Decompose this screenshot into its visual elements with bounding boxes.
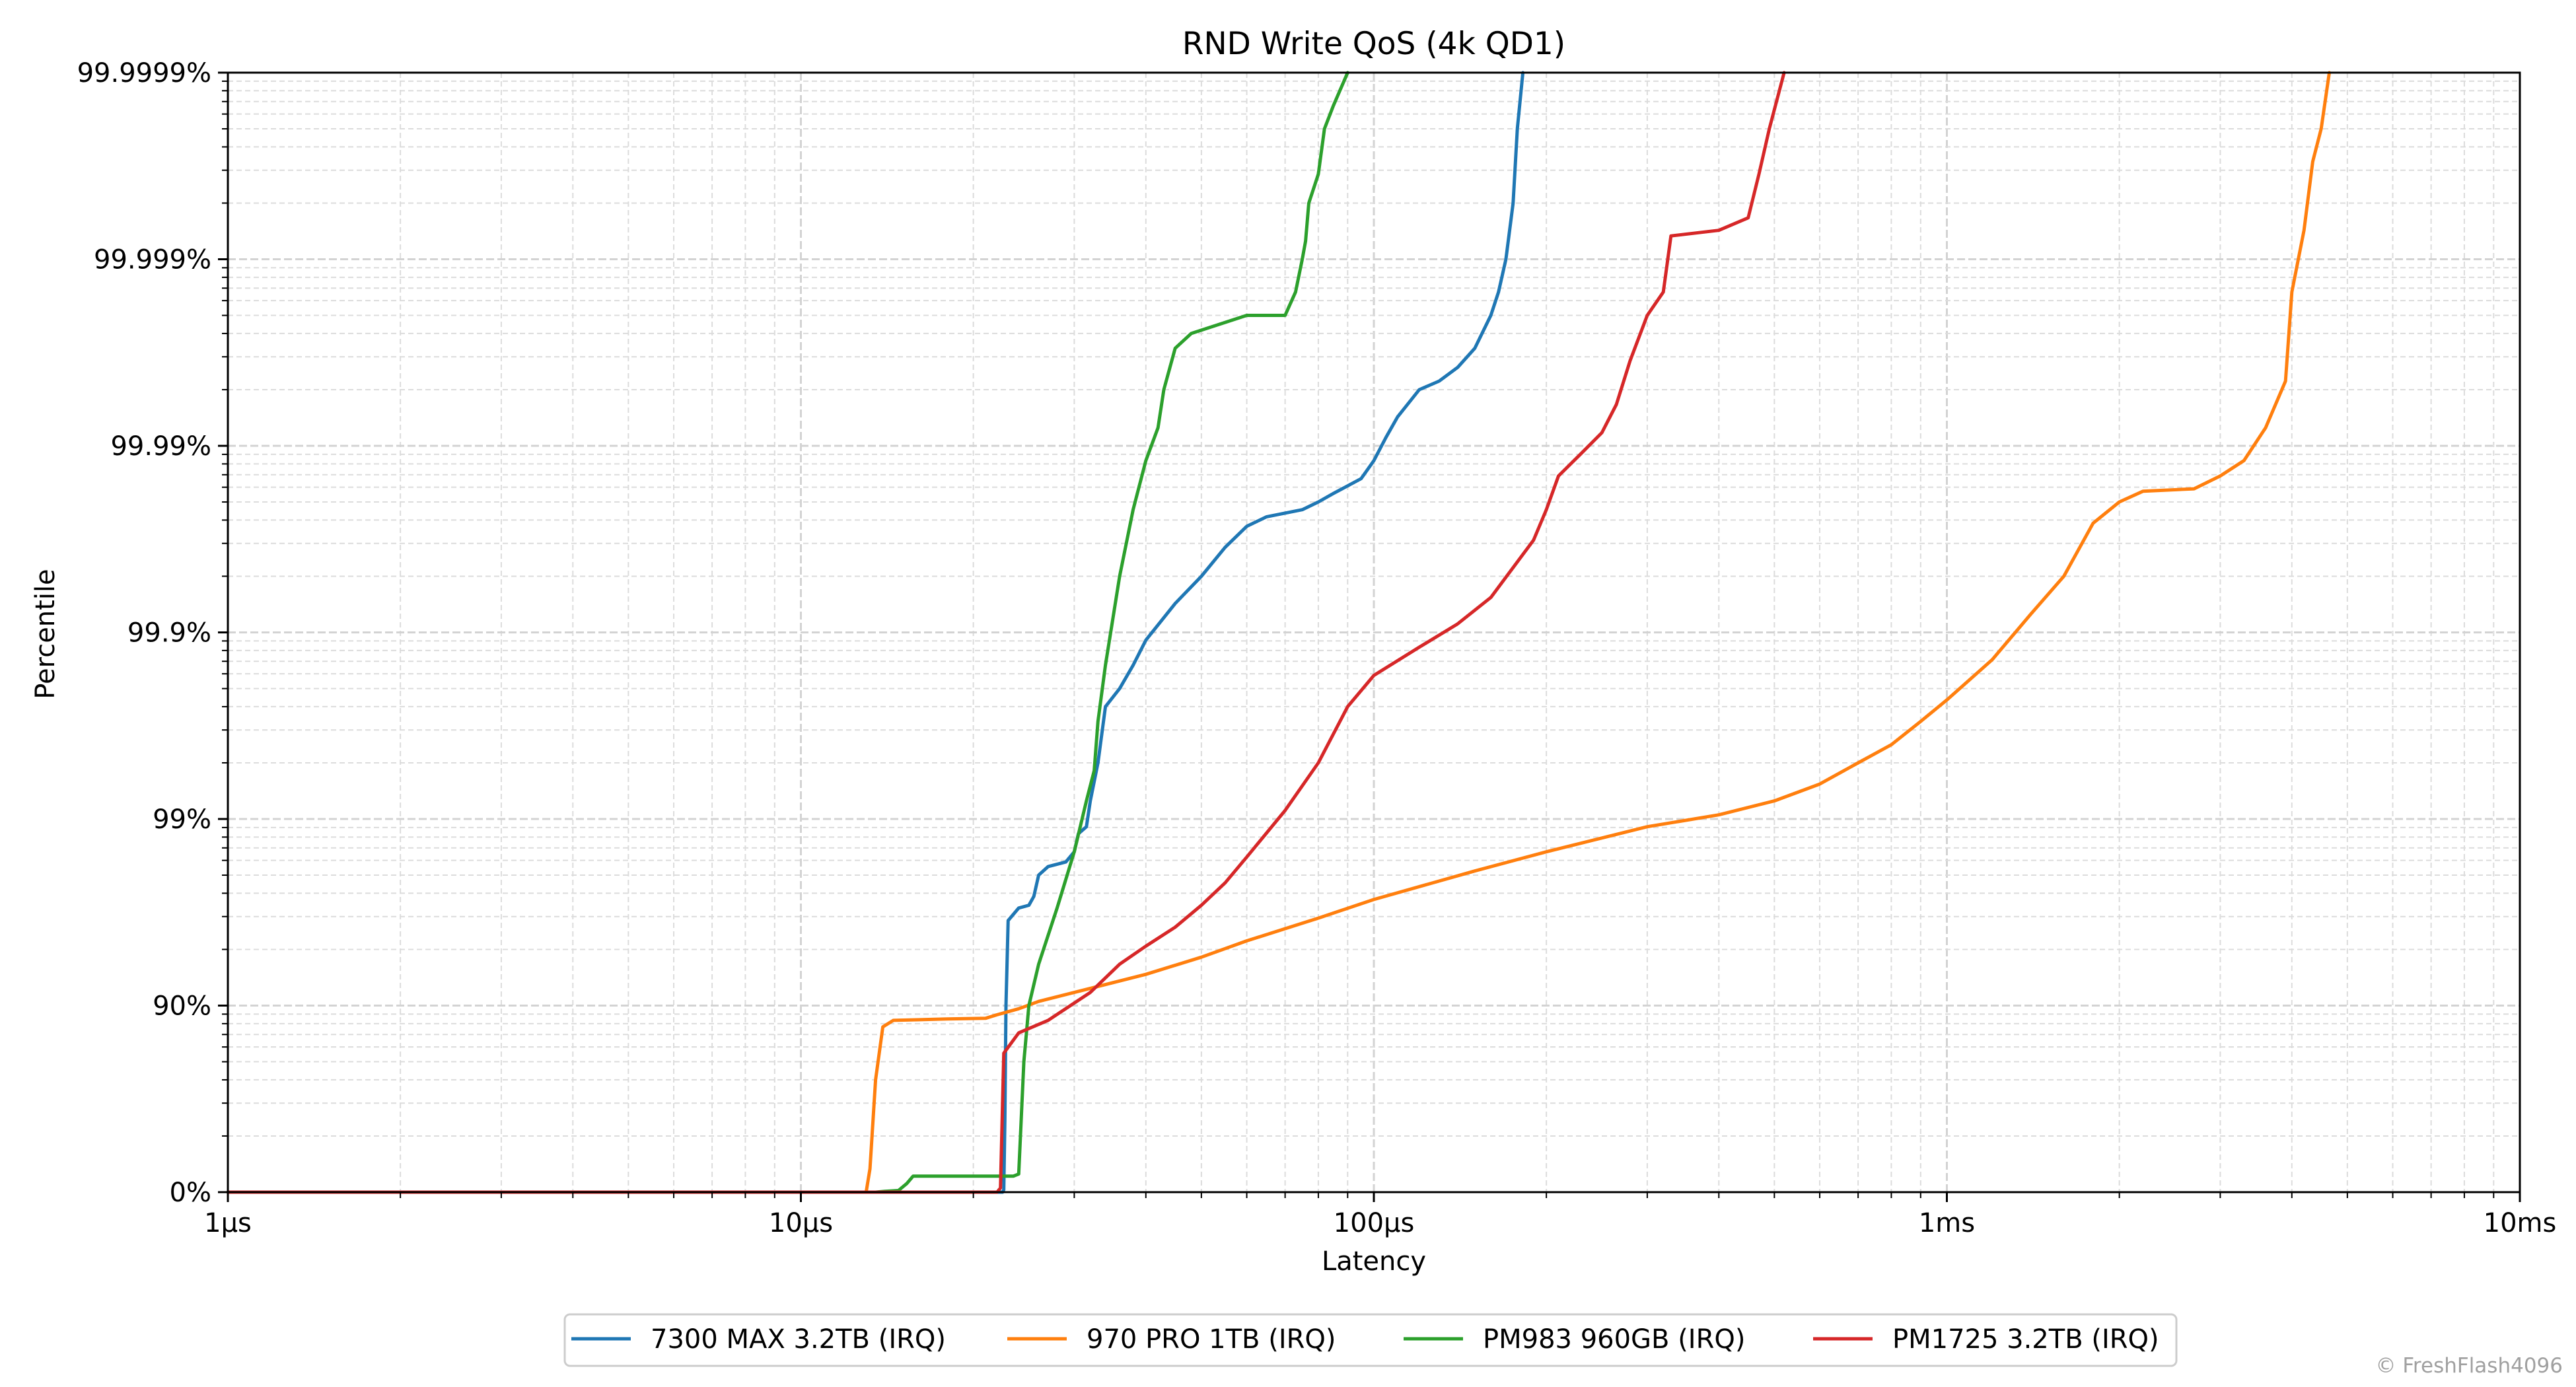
- series-layer: [226, 71, 2331, 1194]
- y-tick-label: 99.99%: [110, 431, 211, 462]
- x-tick-label: 10µs: [769, 1208, 833, 1238]
- x-tick-label: 10ms: [2484, 1208, 2557, 1238]
- watermark: © FreshFlash4096: [2376, 1354, 2563, 1378]
- y-axis-label: Percentile: [30, 569, 61, 699]
- x-tick-label: 100µs: [1334, 1208, 1415, 1238]
- legend-label-4: PM1725 3.2TB (IRQ): [1892, 1324, 2159, 1355]
- legend-label-3: PM983 960GB (IRQ): [1483, 1324, 1745, 1355]
- legend-box: [563, 1313, 2178, 1367]
- chart-title: RND Write QoS (4k QD1): [1182, 26, 1565, 62]
- x-tick-label: 1µs: [204, 1208, 252, 1238]
- y-tick-label: 0%: [170, 1178, 211, 1208]
- series-line-1: [226, 71, 1525, 1194]
- legend: 7300 MAX 3.2TB (IRQ) 970 PRO 1TB (IRQ) PM9…: [563, 1313, 2178, 1367]
- y-tick-label: 99.9999%: [77, 58, 211, 89]
- y-tick-label: 99.999%: [94, 245, 211, 275]
- y-tick-label: 99%: [153, 804, 211, 835]
- series-line-2: [226, 71, 2331, 1194]
- x-tick-label: 1ms: [1919, 1208, 1975, 1238]
- legend-label-1: 7300 MAX 3.2TB (IRQ): [651, 1324, 946, 1355]
- grid: [227, 73, 2520, 1193]
- x-axis-label: Latency: [1322, 1246, 1426, 1277]
- axis-ticks: 1µs 10µs 100µs 1ms 10ms 0% 90% 99% 99.9% 99.99% 99…: [77, 58, 2557, 1238]
- y-tick-label: 90%: [153, 991, 211, 1022]
- legend-label-2: 970 PRO 1TB (IRQ): [1087, 1324, 1336, 1355]
- series-line-4: [226, 71, 1786, 1194]
- y-tick-label: 99.9%: [127, 618, 211, 649]
- series-line-3: [226, 71, 1349, 1194]
